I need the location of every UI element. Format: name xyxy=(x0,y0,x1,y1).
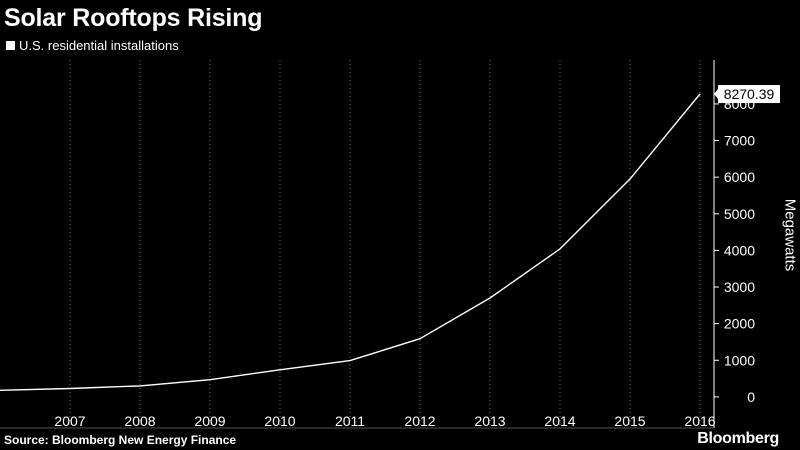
x-tick-label: 2015 xyxy=(614,413,645,429)
x-tick-label: 2008 xyxy=(124,413,155,429)
y-tick-label: 4000 xyxy=(724,242,755,258)
source-note: Source: Bloomberg New Energy Finance xyxy=(4,433,237,447)
brand-logo: Bloomberg xyxy=(697,430,779,447)
legend: U.S. residential installations xyxy=(6,38,179,53)
x-tick-label: 2011 xyxy=(335,413,365,429)
x-tick-label: 2016 xyxy=(684,413,715,429)
legend-label: U.S. residential installations xyxy=(19,38,179,53)
y-tick-label: 1000 xyxy=(724,352,755,368)
y-tick-label: 7000 xyxy=(724,133,755,149)
y-tick-label: 3000 xyxy=(724,279,755,295)
series-line xyxy=(0,93,701,391)
x-tick-label: 2013 xyxy=(474,413,505,429)
x-tick-label: 2009 xyxy=(194,413,225,429)
series-layer xyxy=(0,93,701,391)
legend-swatch xyxy=(6,41,15,50)
y-tick-label: 6000 xyxy=(724,169,755,185)
axes xyxy=(0,60,719,429)
x-tick-label: 2010 xyxy=(264,413,295,429)
labels-layer: 2007 2008 2009 2010 2011 2012 2013 2014 2015 2016… xyxy=(54,85,780,429)
x-tick-label: 2014 xyxy=(544,413,575,429)
grid-lines xyxy=(69,60,701,428)
last-value-pointer xyxy=(714,89,718,100)
x-tick-label: 2007 xyxy=(54,413,85,429)
x-tick-label: 2012 xyxy=(404,413,435,429)
y-tick-label: 5000 xyxy=(724,206,755,222)
y-tick-label: 0 xyxy=(747,389,755,405)
y-axis-label: Megawatts xyxy=(781,198,799,272)
last-value-label: 8270.39 xyxy=(724,86,775,102)
chart-title: Solar Rooftops Rising xyxy=(4,4,263,32)
last-value-box xyxy=(718,85,780,104)
y-tick-label: 2000 xyxy=(724,316,755,332)
